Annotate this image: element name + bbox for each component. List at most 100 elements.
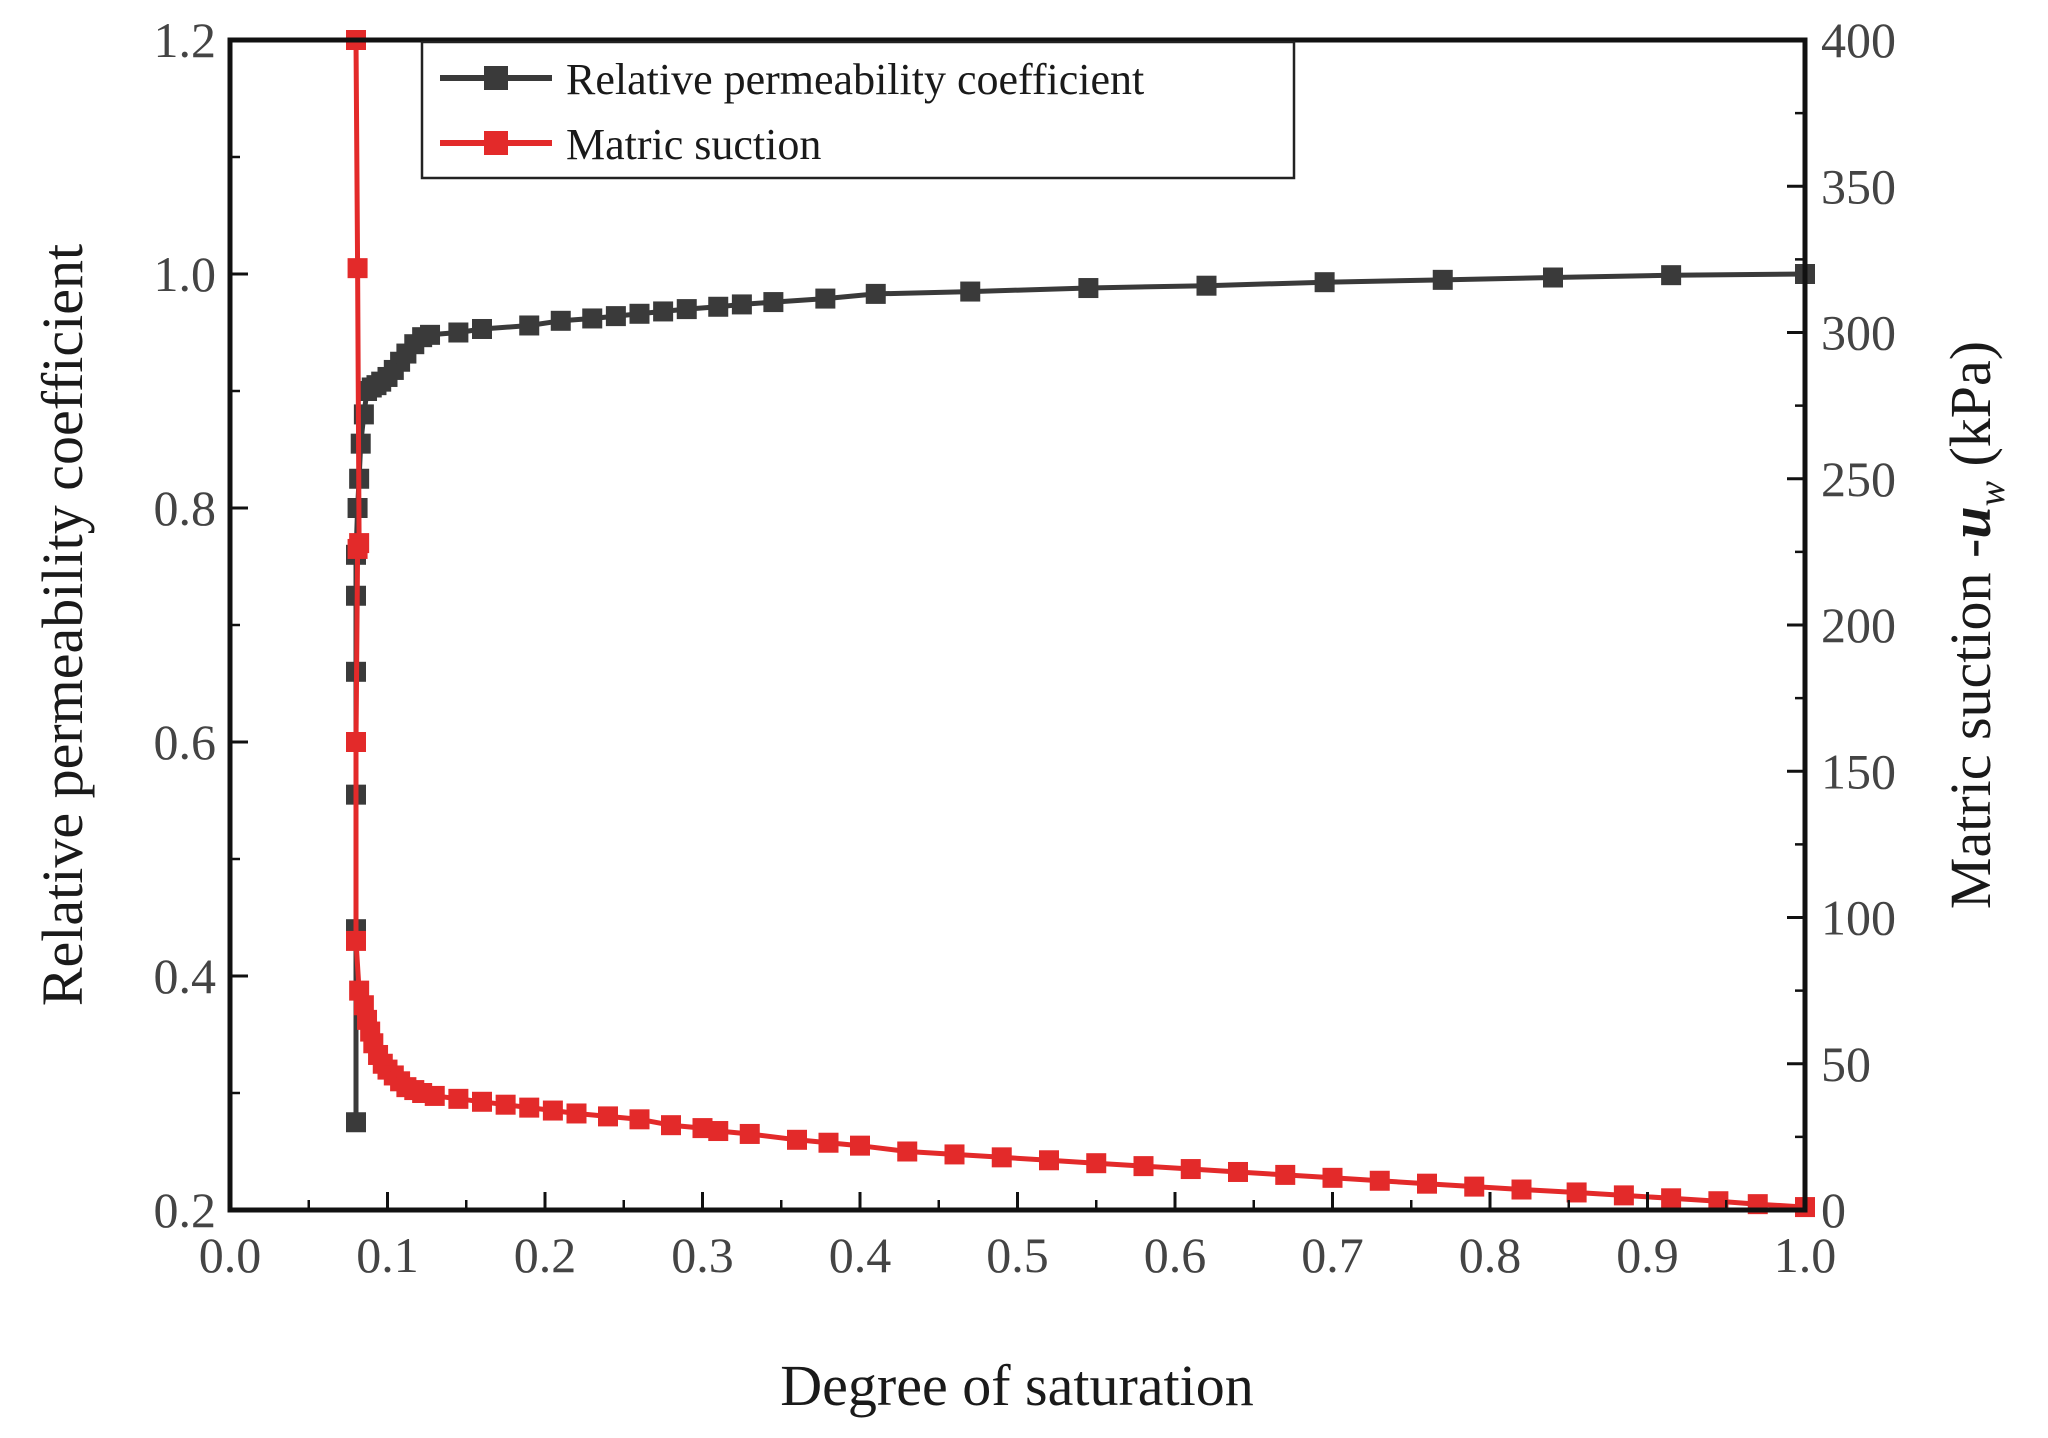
y-right-title-variable: u	[1938, 506, 2003, 538]
series-suction-point-45	[1369, 1170, 1390, 1191]
series-suction-point-31	[739, 1123, 760, 1144]
series-permeability-point-38	[1314, 272, 1335, 293]
series-suction-point-20	[448, 1088, 469, 1109]
series-suction-point-25	[566, 1103, 587, 1124]
series-suction-point-39	[1086, 1153, 1107, 1174]
plot-area	[346, 30, 1815, 1218]
series-suction-point-19	[424, 1085, 445, 1106]
series-suction-point-4	[346, 732, 366, 752]
legend-suction-label: Matric suction	[566, 120, 821, 169]
series-permeability-point-31	[731, 294, 752, 315]
series-suction-point-28	[661, 1115, 681, 1136]
y-right-tick-label-8: 400	[1821, 12, 1896, 68]
axis-ticks: 0.0 0.1 0.2 0.3 0.4 0.5 0.6 0.7 0.8 0.9 1.0 0.2 0.4 0…	[154, 12, 1897, 1283]
series-permeability-point-29	[676, 299, 697, 320]
series-suction-point-5	[346, 930, 366, 951]
series-suction-point-49	[1566, 1182, 1587, 1203]
series-permeability-point-34	[865, 283, 886, 304]
series-suction-point-32	[787, 1129, 807, 1150]
y-right-tick-label-6: 300	[1821, 305, 1896, 361]
series-suction-point-46	[1417, 1173, 1437, 1194]
series-suction-point-27	[629, 1109, 650, 1130]
series-permeability-point-33	[815, 288, 836, 309]
series-permeability-point-21	[448, 322, 469, 343]
y-right-title-unit: (kPa)	[1938, 341, 2003, 481]
y-left-axis-title: Relative permeability coefficient	[30, 244, 95, 1006]
series-suction-point-43	[1275, 1164, 1296, 1185]
y-left-tick-label-2: 0.6	[154, 714, 217, 770]
legend-permeability-label: Relative permeability coefficient	[566, 55, 1144, 104]
series-permeability-point-27	[629, 303, 650, 324]
y-right-title-prefix: Matric suction -	[1938, 539, 2003, 909]
series-suction-point-22	[495, 1094, 516, 1115]
y-right-tick-label-5: 250	[1821, 451, 1896, 507]
legend-suction-swatch-marker	[484, 131, 508, 155]
series-permeability-point-20	[420, 324, 441, 345]
y-right-tick-label-4: 200	[1821, 597, 1896, 653]
series-suction-point-34	[850, 1135, 870, 1156]
series-suction-point-24	[542, 1100, 563, 1121]
y-right-tick-label-3: 150	[1821, 743, 1896, 799]
x-tick-label-4: 0.4	[829, 1227, 892, 1283]
y-left-tick-label-3: 0.8	[154, 480, 217, 536]
y-right-title-subscript: w	[1971, 480, 2013, 506]
series-permeability-point-0	[346, 1112, 366, 1133]
series-permeability-point-26	[605, 306, 626, 327]
legend-permeability-swatch-marker	[484, 66, 508, 90]
series-permeability-point-28	[653, 301, 674, 322]
series-suction-point-33	[818, 1132, 839, 1153]
y-right-tick-label-7: 350	[1821, 158, 1896, 214]
series-suction-point-48	[1511, 1179, 1532, 1200]
x-tick-label-5: 0.5	[986, 1227, 1049, 1283]
series-suction-point-37	[991, 1147, 1012, 1168]
series-suction-point-44	[1322, 1167, 1343, 1188]
series-permeability-point-36	[1078, 278, 1099, 299]
series-suction-point-47	[1464, 1176, 1485, 1197]
series-permeability-point-32	[763, 292, 784, 313]
x-tick-label-9: 0.9	[1616, 1227, 1679, 1283]
y-left-tick-label-5: 1.2	[154, 12, 217, 68]
series-suction-point-1	[347, 258, 368, 279]
series-suction-point-30	[708, 1121, 729, 1142]
legend: Relative permeability coefficient Matric…	[420, 40, 1296, 180]
y-left-tick-label-1: 0.4	[154, 948, 217, 1004]
series-suction-point-41	[1180, 1159, 1201, 1180]
x-axis-title: Degree of saturation	[780, 1353, 1253, 1418]
x-tick-label-2: 0.2	[514, 1227, 577, 1283]
x-tick-label-8: 0.8	[1459, 1227, 1522, 1283]
x-tick-label-10: 1.0	[1774, 1227, 1837, 1283]
x-tick-label-0: 0.0	[199, 1227, 262, 1283]
y-left-tick-label-0: 0.2	[154, 1182, 217, 1238]
x-tick-label-7: 0.7	[1301, 1227, 1364, 1283]
series-permeability-point-39	[1432, 269, 1453, 290]
series-permeability-point-30	[708, 296, 729, 317]
series-suction-point-40	[1133, 1156, 1154, 1177]
series-permeability-point-37	[1196, 275, 1217, 296]
series-permeability-point-41	[1661, 265, 1682, 286]
x-tick-label-1: 0.1	[356, 1227, 419, 1283]
series-suction-point-35	[897, 1141, 918, 1162]
y-right-tick-label-1: 50	[1821, 1036, 1871, 1092]
series-suction-point-21	[472, 1091, 492, 1112]
series-suction-point-23	[519, 1097, 540, 1118]
x-tick-label-3: 0.3	[671, 1227, 734, 1283]
series-permeability-point-35	[960, 281, 981, 302]
series-suction-point-26	[598, 1106, 618, 1127]
y-right-tick-label-2: 100	[1821, 890, 1896, 946]
series-suction-point-50	[1613, 1185, 1634, 1206]
series-suction-point-36	[944, 1144, 965, 1165]
series-permeability-point-40	[1543, 267, 1563, 288]
series-suction-point-52	[1708, 1191, 1729, 1212]
series-suction-point-38	[1039, 1150, 1059, 1171]
series-suction-point-3	[347, 538, 368, 559]
y-right-axis-title: Matric suction -uw (kPa)	[1938, 341, 2013, 909]
series-permeability-point-23	[519, 315, 540, 336]
series-permeability-point-25	[582, 308, 603, 329]
series-permeability-point-22	[472, 318, 492, 339]
x-tick-label-6: 0.6	[1144, 1227, 1207, 1283]
series-suction-point-29	[692, 1118, 713, 1139]
series-permeability-point-24	[550, 310, 571, 331]
series-suction-point-42	[1228, 1161, 1248, 1182]
